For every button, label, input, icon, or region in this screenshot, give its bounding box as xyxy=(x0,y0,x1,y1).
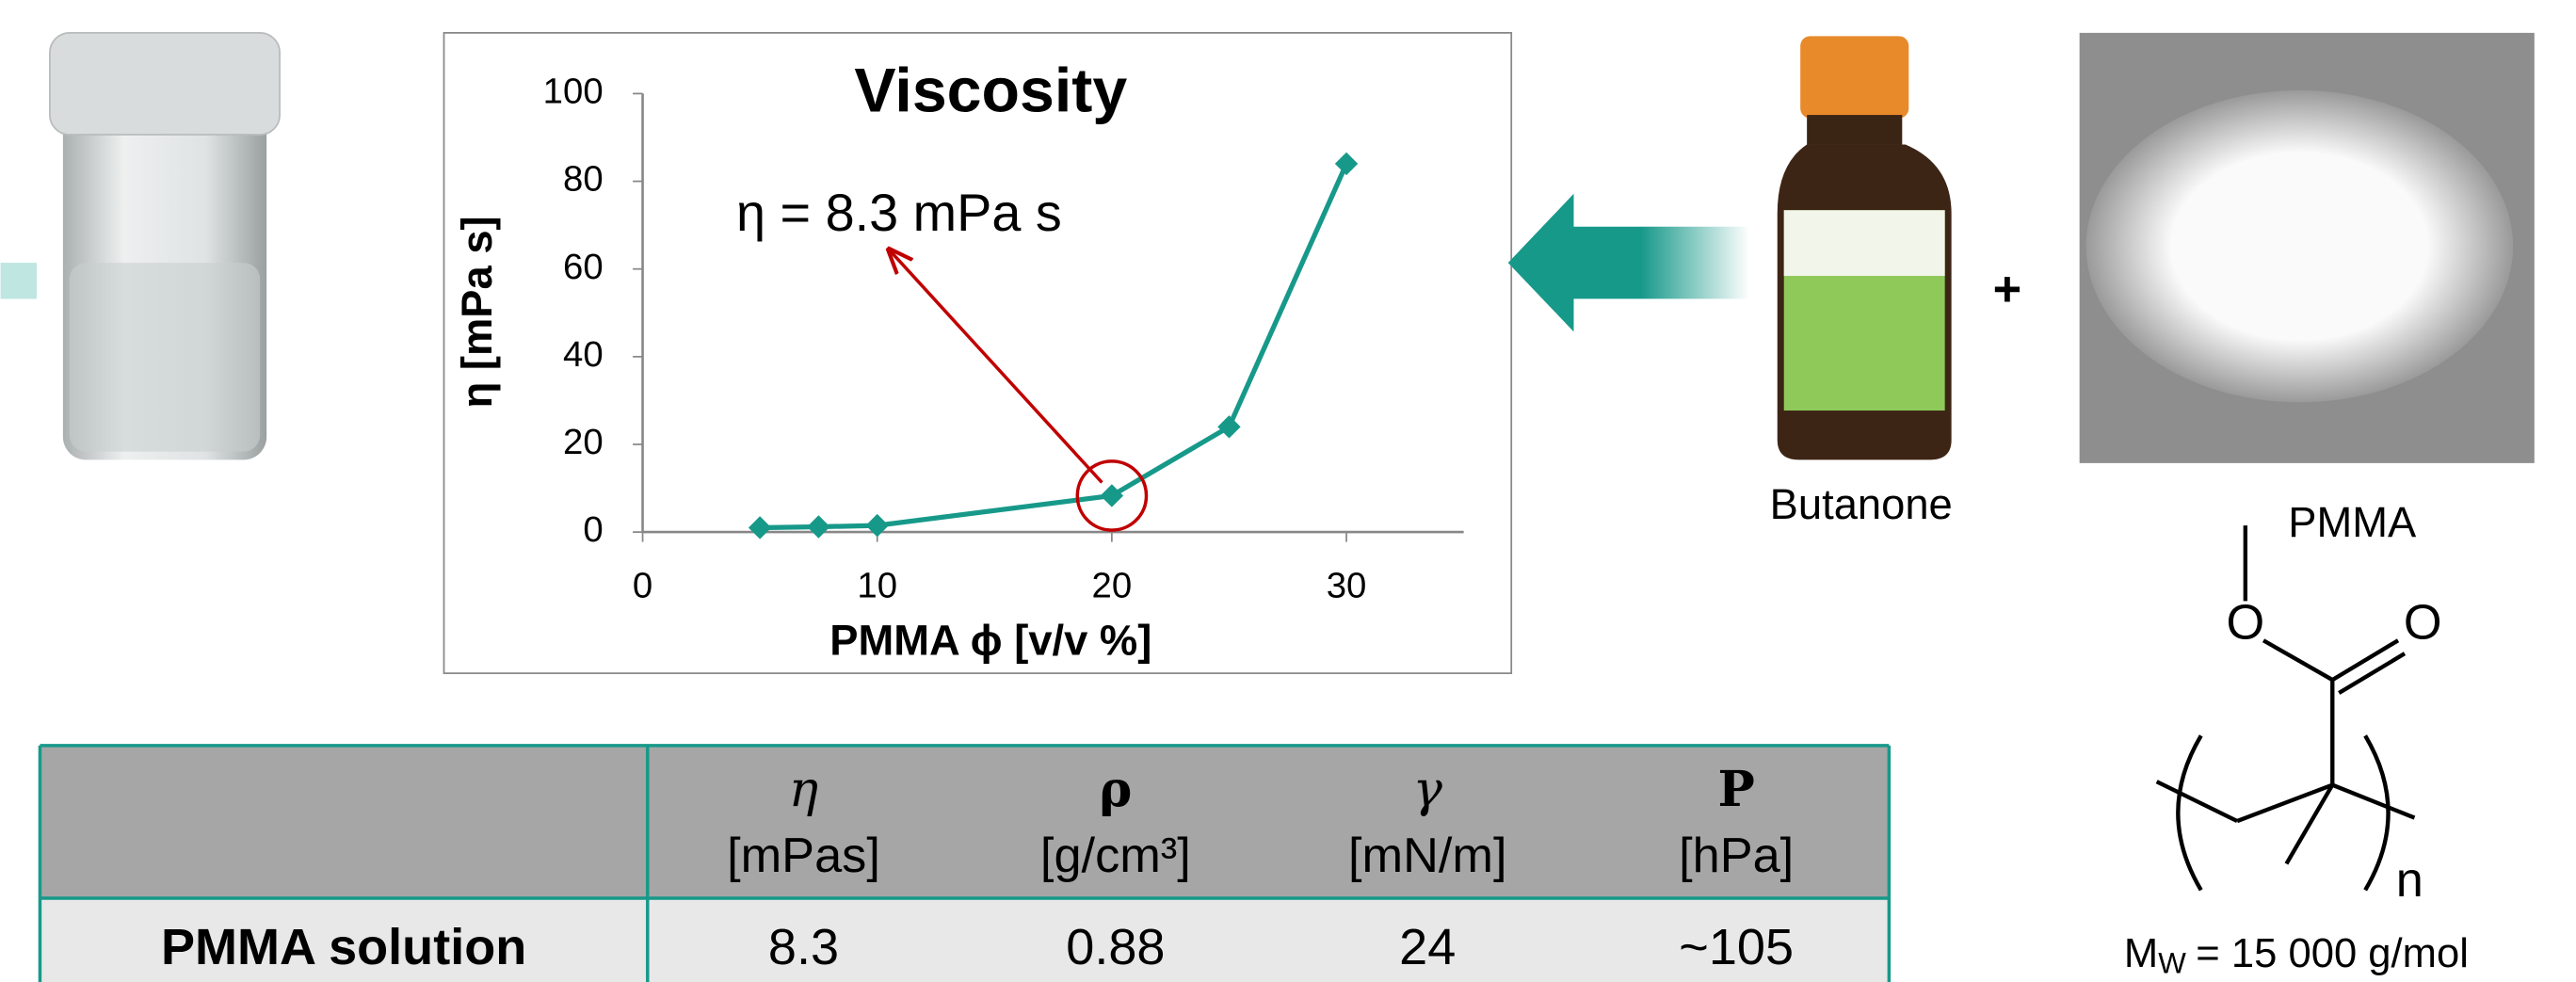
column-unit: [g/cm³] xyxy=(1040,829,1191,883)
vial-photo xyxy=(50,33,280,459)
mw-subscript: W xyxy=(2158,947,2186,980)
column-unit: [mPas] xyxy=(727,829,880,883)
y-tick-label: 100 xyxy=(543,72,604,112)
column-symbol: P xyxy=(1717,761,1754,818)
powder xyxy=(2086,90,2513,402)
table-cell: ~105 xyxy=(1679,919,1794,975)
y-tick-label: 60 xyxy=(563,247,604,287)
y-tick-label: 0 xyxy=(583,509,603,550)
table-cell: 24 xyxy=(1399,919,1456,975)
column-symbol: ρ xyxy=(1099,761,1132,818)
column-unit: [hPa] xyxy=(1679,829,1794,883)
mw-symbol: M xyxy=(2124,931,2158,976)
y-tick-label: 20 xyxy=(563,422,604,462)
repeat-index: n xyxy=(2396,853,2423,908)
column-unit: [mN/m] xyxy=(1348,829,1507,883)
table-cell: 0.88 xyxy=(1066,919,1165,975)
page: Viscosity PMMA ϕ [v/v %] η [mPa s] η = 8… xyxy=(0,0,2576,982)
x-axis-label: PMMA ϕ [v/v %] xyxy=(829,617,1151,665)
chart-title: Viscosity xyxy=(854,56,1127,126)
table-cell: 8.3 xyxy=(768,919,839,975)
table-header xyxy=(40,746,1889,898)
slide: Viscosity PMMA ϕ [v/v %] η [mPa s] η = 8… xyxy=(0,0,2576,982)
x-tick-label: 0 xyxy=(633,566,652,606)
solvent-label: Butanone xyxy=(1770,480,1953,528)
column-symbol: η xyxy=(789,761,818,818)
row-header: PMMA solution xyxy=(161,919,526,975)
column-symbol: γ xyxy=(1413,761,1443,818)
table: η [mPas] ρ [g/cm³] γ [mN/m] P [hPa] PMMA solutio… xyxy=(40,746,1889,982)
y-tick-label: 40 xyxy=(563,334,604,375)
teal-edge xyxy=(1,263,37,298)
y-tick-label: 80 xyxy=(563,159,604,200)
x-tick-label: 20 xyxy=(1092,566,1133,606)
polymer-label: PMMA xyxy=(2288,498,2417,546)
annotation: η = 8.3 mPa s xyxy=(736,183,1062,242)
x-tick-label: 30 xyxy=(1327,566,1367,606)
plus-sign: + xyxy=(1993,262,2022,316)
x-tick-label: 10 xyxy=(857,566,897,606)
oxygen-atom: O xyxy=(2226,595,2264,650)
y-axis-label: η [mPa s] xyxy=(453,216,501,408)
mw-text: = 15 000 g/mol xyxy=(2196,931,2469,976)
oxygen-atom: O xyxy=(2404,595,2442,650)
